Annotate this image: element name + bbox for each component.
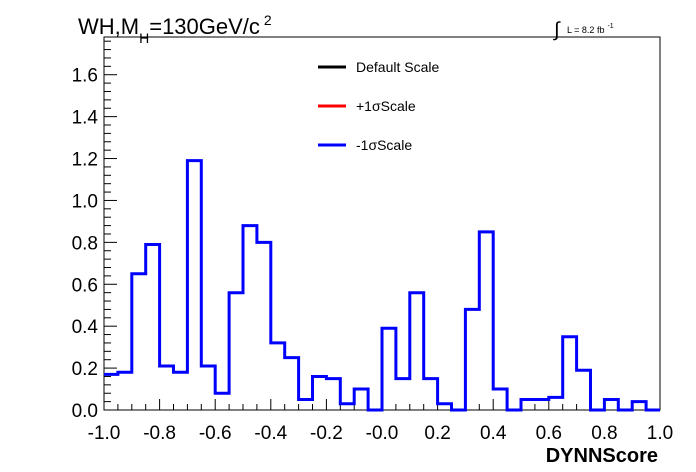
y-tick-label: 1.2 <box>72 150 98 171</box>
y-tick-label: 0.2 <box>72 359 98 380</box>
title-subscript: H <box>139 30 149 46</box>
x-tick-label: -0.4 <box>254 423 287 444</box>
x-tick-label: 0.4 <box>480 423 507 444</box>
y-tick-label: 0.0 <box>72 401 98 422</box>
chart-title: WH,MH=130GeV/c 2 <box>78 12 272 46</box>
lumi-superscript: -1 <box>607 23 613 30</box>
x-tick-label: -0.0 <box>366 423 399 444</box>
legend-label-default: Default Scale <box>356 59 439 75</box>
y-tick-label: 0.6 <box>72 275 98 296</box>
x-tick-label: -0.8 <box>143 423 176 444</box>
title-main: WH,M <box>78 14 139 39</box>
x-axis-title: DYNNScore <box>546 445 658 467</box>
y-tick-label: 1.0 <box>72 191 98 212</box>
lumi-text: L = 8.2 fb <box>567 25 604 35</box>
y-axis: 0.0 0.2 0.4 0.6 0.8 1.0 1.2 1.4 1.6 <box>72 40 117 422</box>
x-tick-label: -1.0 <box>88 423 121 444</box>
x-tick-label: 1.0 <box>647 423 673 444</box>
legend-label-minus1sigma: -1σScale <box>356 137 412 153</box>
x-tick-label: 0.6 <box>536 423 562 444</box>
histogram-series <box>104 159 660 412</box>
x-axis: -1.0 -0.8 -0.6 -0.4 -0.2 -0.0 0.2 0.4 0.6 0.8 1.0 <box>88 399 673 444</box>
lumi-label: L = 8.2 fb -1 <box>567 23 614 35</box>
histogram-line-minus1sigma <box>104 159 660 412</box>
lumi-integral-symbol: ∫ <box>553 19 561 41</box>
y-tick-label: 0.8 <box>72 233 98 254</box>
legend: Default Scale +1σScale -1σScale <box>318 59 439 153</box>
x-tick-label: 0.8 <box>591 423 617 444</box>
x-tick-label: 0.2 <box>424 423 450 444</box>
y-tick-label: 1.6 <box>72 66 98 87</box>
title-superscript: 2 <box>264 12 272 28</box>
legend-label-plus1sigma: +1σScale <box>356 98 416 114</box>
x-tick-label: -0.2 <box>310 423 343 444</box>
y-tick-label: 0.4 <box>72 317 99 338</box>
y-tick-label: 1.4 <box>72 108 99 129</box>
title-rest: =130GeV/c <box>149 14 260 39</box>
x-tick-label: -0.6 <box>199 423 232 444</box>
